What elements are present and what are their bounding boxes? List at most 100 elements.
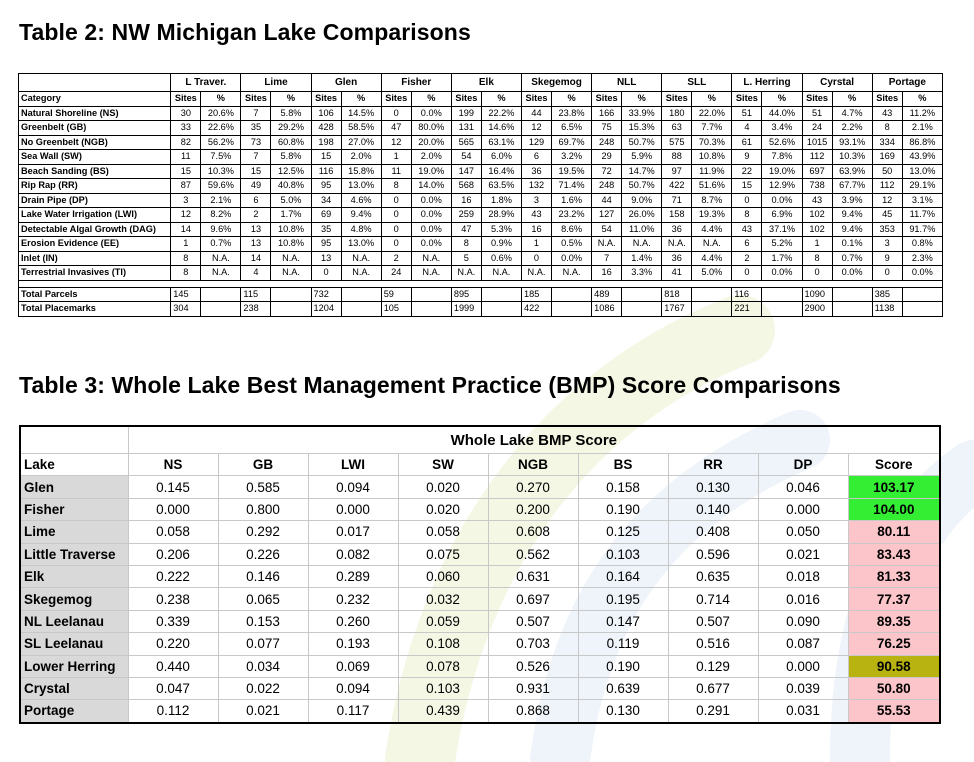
table2-cell: 0 <box>380 236 412 252</box>
table2-total-cell: 145 <box>170 286 202 302</box>
table2-cell: 575 <box>661 134 693 150</box>
table2-lake-header: Portage <box>871 73 944 92</box>
table3-cell: 0.339 <box>127 609 219 634</box>
table3-cell: 0.238 <box>127 587 219 611</box>
table2-cell: 1 <box>380 149 412 165</box>
table2-cell: 15 <box>731 178 763 194</box>
table2-cell: 51.6% <box>691 178 733 194</box>
table2-cell: 54 <box>591 221 623 237</box>
table2-cell: 43 <box>871 105 903 121</box>
table2-cell: 0.7% <box>200 236 242 252</box>
table2-pct-header: % <box>340 91 382 107</box>
table2-cell: 24 <box>801 120 833 136</box>
table2-cell: 0.0% <box>410 236 452 252</box>
table2-cell: N.A. <box>691 236 733 252</box>
table2-cell: 4.4% <box>691 250 733 266</box>
table2-cell: 129 <box>520 134 553 150</box>
table3-row: Glen 0.145 0.585 0.094 0.020 0.270 0.158 0.130 0… <box>19 475 941 499</box>
table2-cell: 8 <box>871 120 903 136</box>
table2-cell: 15.3% <box>621 120 663 136</box>
table2-subheader-row: Category Sites% Sites% Sites% Sites% Sites% Si… <box>17 91 944 107</box>
table2-cell: N.A. <box>340 265 382 281</box>
table2-cell: 23.2% <box>551 207 593 223</box>
table2-row-label: Drain Pipe (DP) <box>17 192 172 208</box>
table2-cell: 199 <box>450 105 482 121</box>
table2-cell: 0.6% <box>480 250 522 266</box>
table2-cell: 428 <box>310 120 342 136</box>
table2-total-cell: 221 <box>731 301 763 317</box>
table2-sites-header: Sites <box>661 91 693 107</box>
table2-row-label: Greenbelt (GB) <box>17 120 172 136</box>
table2-cell: 10.3% <box>831 149 873 165</box>
table2-cell: N.A. <box>520 265 553 281</box>
table2-cell: 0.0% <box>761 192 803 208</box>
table2-cell: 2.2% <box>831 120 873 136</box>
table2-cell: 97 <box>661 163 693 179</box>
table3-title: Table 3: Whole Lake Best Management Prac… <box>19 372 841 398</box>
table2-corner-cell <box>17 73 172 92</box>
table2-total-cell: 732 <box>310 286 342 302</box>
table2-total-cell: 185 <box>520 286 553 302</box>
table2-cell: 3.9% <box>831 192 873 208</box>
table3-cell: 0.059 <box>397 609 489 634</box>
table2-cell: 1 <box>520 236 553 252</box>
table3-row: SL Leelanau 0.220 0.077 0.193 0.108 0.703 0.11… <box>19 632 941 656</box>
table3-cell: 0.108 <box>397 632 489 656</box>
table3-cell: 0.596 <box>667 542 759 566</box>
table2-cell: 22.6% <box>200 120 242 136</box>
table3-column-header: Score <box>847 452 941 477</box>
table2-cell: 166 <box>591 105 623 121</box>
table2-cell: 8 <box>170 250 202 266</box>
table2-cell: 0.7% <box>831 250 873 266</box>
table2-cell: 13.0% <box>340 178 382 194</box>
table2-cell: 353 <box>871 221 903 237</box>
table2-cell: 95 <box>310 236 342 252</box>
table2-cell: 43 <box>731 221 763 237</box>
table2-cell: 4.4% <box>691 221 733 237</box>
table3-group-header-row: Whole Lake BMP Score <box>20 426 941 454</box>
table2-cell: 1.7% <box>270 207 312 223</box>
table2-cell: 95 <box>310 178 342 194</box>
table3-cell: 0.094 <box>307 475 399 499</box>
table2-cell: 86.8% <box>901 134 944 150</box>
table3-cell: 0.020 <box>397 497 489 522</box>
table3-cell: 0.119 <box>577 632 669 656</box>
table2-row-label: No Greenbelt (NGB) <box>17 134 172 150</box>
table2-cell: 45 <box>871 207 903 223</box>
table2-sites-header: Sites <box>240 91 272 107</box>
table2-cell: 8 <box>380 178 412 194</box>
table3-cell: 0.291 <box>667 699 759 724</box>
table3-cell: 0.034 <box>217 654 309 678</box>
table2-cell: 12.9% <box>761 178 803 194</box>
table2-cell: 11.7% <box>901 207 944 223</box>
table2-row: Sea Wall (SW) 11 7.5% 7 5.8% 15 2.0% 1 2.0% 54 6.0… <box>17 149 944 165</box>
table2-total-empty-cell <box>831 286 873 302</box>
table2-cell: 16.4% <box>480 163 522 179</box>
table3-column-header: SW <box>397 452 489 477</box>
table3-cell: 0.697 <box>487 587 579 611</box>
table2-total-cell: 115 <box>240 286 272 302</box>
table2-cell: 19.3% <box>691 207 733 223</box>
table2-cell: N.A. <box>410 250 452 266</box>
table2-cell: 43 <box>520 207 553 223</box>
table3-cell: 0.000 <box>757 497 849 522</box>
table2-cell: 15 <box>310 149 342 165</box>
table3-lake-name: Little Traverse <box>19 542 129 566</box>
table2-total-cell: 116 <box>731 286 763 302</box>
table2-cell: 13 <box>240 221 272 237</box>
table2-cell: 8.7% <box>691 192 733 208</box>
table3-cell: 0.190 <box>577 654 669 678</box>
table2-cell: 8 <box>731 207 763 223</box>
table2-cell: N.A. <box>410 265 452 281</box>
table3-lake-name: Portage <box>19 699 129 724</box>
table3-cell: 0.020 <box>397 475 489 499</box>
table2-sites-header: Sites <box>310 91 342 107</box>
table3-cell: 0.677 <box>667 676 759 701</box>
table2-row: Natural Shoreline (NS) 30 20.6% 7 5.8% 106 14.… <box>17 105 944 121</box>
table2-cell: 41 <box>661 265 693 281</box>
table2-total-empty-cell <box>831 301 873 317</box>
table2-cell: 71 <box>661 192 693 208</box>
table2-total-cell: 304 <box>170 301 202 317</box>
table3-score-cell: 81.33 <box>847 564 941 589</box>
table3-lake-name: Lime <box>19 520 129 544</box>
